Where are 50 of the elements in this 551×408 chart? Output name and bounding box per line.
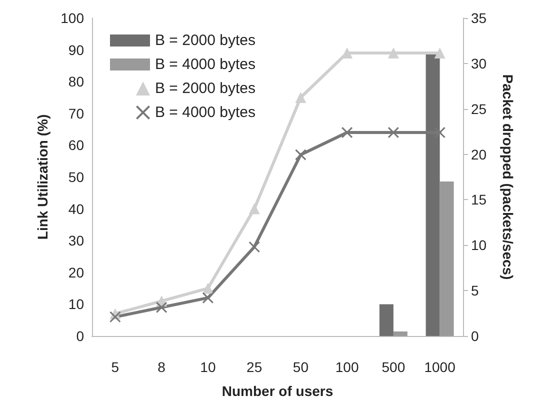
point	[295, 92, 306, 103]
legend-label: B = 4000 bytes	[155, 104, 256, 121]
y2-tick-label: 25	[471, 100, 487, 117]
y2-tick-label: 0	[471, 328, 479, 344]
y-tick-label: 0	[76, 328, 84, 344]
x-tick-label: 1000	[424, 359, 456, 375]
point	[248, 203, 260, 214]
y2-tick-label: 5	[471, 282, 479, 299]
y2-tick-label: 20	[471, 146, 487, 162]
y-tick-label: 100	[60, 10, 84, 26]
y2-tick-label: 35	[471, 10, 487, 26]
point	[388, 126, 399, 138]
x-tick-label: 50	[292, 359, 309, 375]
point	[202, 282, 214, 294]
x-tick-label: 5	[111, 359, 120, 375]
point	[110, 311, 121, 322]
bar	[393, 331, 408, 336]
y-tick-label: 60	[68, 137, 84, 154]
y-tick-label: 50	[68, 169, 84, 185]
point	[388, 47, 399, 58]
y2-tick-label: 15	[471, 192, 487, 208]
bar	[379, 304, 394, 336]
x-tick-label: 500	[382, 359, 406, 375]
x-tick-label: 10	[200, 359, 216, 375]
y2-tick-label: 10	[471, 237, 487, 254]
y-tick-label: 40	[68, 200, 84, 217]
y-tick-label: 30	[68, 232, 84, 249]
x-tick-label: 100	[335, 359, 359, 375]
point	[248, 241, 260, 252]
point	[156, 302, 168, 313]
bar	[440, 182, 454, 336]
point	[434, 47, 446, 58]
y-tick-label: 80	[68, 74, 84, 90]
y-axis-title: Link Utilization (%)	[34, 114, 51, 240]
y2-axis-title: Packet dropped (packets/secs)	[500, 74, 516, 280]
y2-tick-label: 30	[471, 55, 487, 72]
y-tick-label: 70	[68, 105, 84, 122]
point	[434, 126, 446, 138]
legend-label: B = 4000 bytes	[155, 56, 256, 73]
point	[202, 292, 214, 304]
x-tick-label: 8	[158, 359, 166, 375]
point	[342, 126, 353, 138]
legend-label: B = 2000 bytes	[155, 80, 256, 97]
x-tick-label: 25	[246, 359, 262, 375]
x-axis-title: Number of users	[222, 383, 334, 399]
point	[295, 149, 306, 160]
legend-label: B = 2000 bytes	[155, 32, 256, 49]
y-tick-label: 90	[68, 42, 84, 58]
y-tick-label: 20	[68, 264, 84, 280]
y-tick-label: 10	[68, 296, 84, 312]
